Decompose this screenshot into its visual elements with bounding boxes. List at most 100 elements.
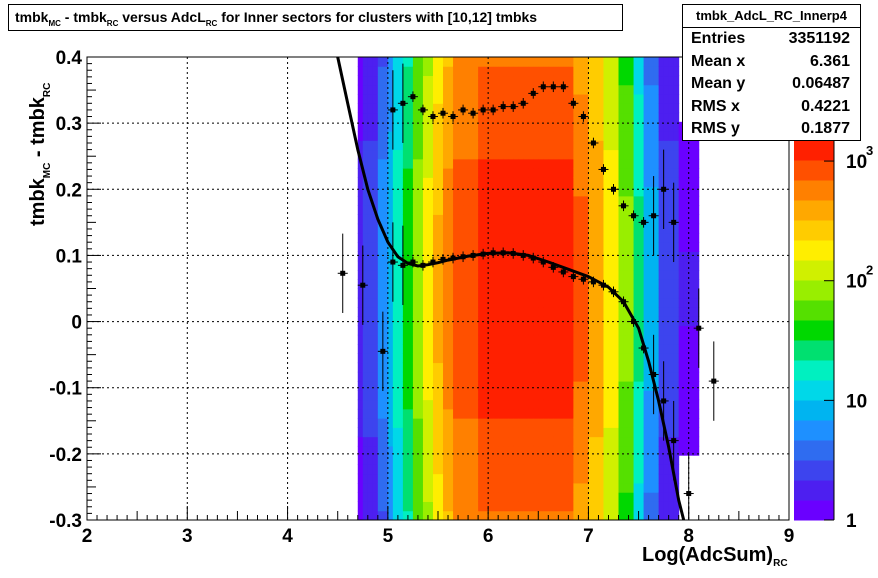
heatmap-cell	[382, 436, 389, 447]
heatmap-cell	[573, 316, 579, 327]
heatmap-cell	[392, 371, 399, 382]
heatmap-cell	[568, 344, 574, 354]
heatmap-cell	[638, 482, 645, 493]
heatmap-cell	[367, 501, 374, 512]
heatmap-cell	[493, 279, 499, 289]
heatmap-cell	[367, 158, 374, 169]
heatmap-cell	[362, 418, 369, 428]
heatmap-cell	[503, 260, 509, 271]
heatmap-cell	[628, 195, 635, 206]
heatmap-cell	[458, 436, 464, 447]
heatmap-cell	[633, 510, 640, 521]
heatmap-cell	[608, 510, 614, 521]
heatmap-cell	[528, 214, 534, 225]
heatmap-cell	[583, 381, 589, 391]
heatmap-cell	[463, 84, 469, 95]
heatmap-cell	[658, 390, 665, 401]
heatmap-cell	[658, 371, 665, 382]
heatmap-cell	[432, 149, 439, 160]
heatmap-cell	[693, 242, 700, 252]
heatmap-cell	[387, 251, 394, 262]
heatmap-cell	[422, 408, 429, 419]
heatmap-cell	[362, 510, 369, 521]
heatmap-cell	[643, 131, 650, 141]
heatmap-cell	[412, 57, 419, 67]
heatmap-cell	[382, 168, 389, 178]
heatmap-cell	[533, 205, 539, 215]
heatmap-cell	[608, 362, 614, 373]
heatmap-cell	[427, 223, 434, 234]
heatmap-cell	[473, 66, 479, 77]
heatmap-cell	[598, 492, 604, 502]
heatmap-cell	[628, 112, 635, 123]
heatmap-cell	[563, 131, 569, 141]
heatmap-cell	[417, 57, 424, 67]
heatmap-cell	[498, 94, 504, 104]
stats-label: Mean y	[691, 75, 746, 93]
heatmap-cell	[458, 510, 464, 521]
heatmap-cell	[503, 482, 509, 493]
heatmap-cell	[613, 390, 620, 401]
heatmap-cell	[648, 131, 655, 141]
heatmap-cell	[478, 464, 484, 475]
heatmap-cell	[593, 288, 599, 299]
heatmap-cell	[548, 501, 554, 512]
heatmap-cell	[448, 279, 454, 289]
heatmap-cell	[653, 214, 660, 225]
heatmap-cell	[498, 418, 504, 428]
heatmap-cell	[448, 399, 454, 410]
heatmap-cell	[523, 427, 529, 438]
heatmap-cell	[643, 464, 650, 475]
heatmap-cell	[528, 307, 534, 317]
heatmap-cell	[538, 418, 544, 428]
heatmap-cell	[543, 501, 549, 512]
heatmap-cell	[598, 260, 604, 271]
heatmap-cell	[553, 510, 559, 521]
heatmap-cell	[588, 418, 594, 428]
heatmap-cell	[653, 168, 660, 178]
heatmap-cell	[513, 279, 519, 289]
heatmap-cell	[453, 316, 459, 327]
heatmap-cell	[412, 140, 419, 151]
heatmap-cell	[663, 158, 670, 169]
heatmap-cell	[623, 344, 630, 354]
heatmap-cell	[693, 195, 700, 206]
heatmap-cell	[573, 334, 579, 345]
heatmap-cell	[412, 103, 419, 114]
heatmap-cell	[593, 94, 599, 104]
heatmap-cell	[658, 84, 665, 95]
heatmap-cell	[693, 399, 700, 410]
heatmap-cell	[573, 445, 579, 456]
heatmap-cell	[643, 381, 650, 391]
heatmap-cell	[498, 501, 504, 512]
stats-value: 0.1877	[801, 120, 850, 138]
heatmap-cell	[543, 353, 549, 364]
heatmap-cell	[443, 214, 449, 225]
heatmap-cell	[578, 84, 584, 95]
data-point	[480, 107, 486, 113]
heatmap-cell	[417, 242, 424, 252]
heatmap-cell	[568, 112, 574, 123]
heatmap-cell	[518, 103, 524, 114]
heatmap-cell	[357, 297, 364, 308]
heatmap-cell	[543, 260, 549, 271]
heatmap-cell	[663, 510, 670, 521]
heatmap-cell	[463, 103, 469, 114]
heatmap-cell	[453, 362, 459, 373]
heatmap-cell	[417, 492, 424, 502]
heatmap-cell	[598, 84, 604, 95]
heatmap-cell	[558, 131, 564, 141]
heatmap-cell	[503, 112, 509, 123]
heatmap-cell	[528, 371, 534, 382]
heatmap-cell	[458, 473, 464, 484]
heatmap-cell	[548, 57, 554, 67]
heatmap-cell	[427, 427, 434, 438]
heatmap-cell	[633, 269, 640, 280]
heatmap-cell	[493, 464, 499, 475]
heatmap-cell	[618, 186, 625, 197]
heatmap-cell	[478, 353, 484, 364]
heatmap-cell	[608, 344, 614, 354]
heatmap-cell	[603, 269, 609, 280]
heatmap-cell	[608, 353, 614, 364]
heatmap-cell	[543, 492, 549, 502]
